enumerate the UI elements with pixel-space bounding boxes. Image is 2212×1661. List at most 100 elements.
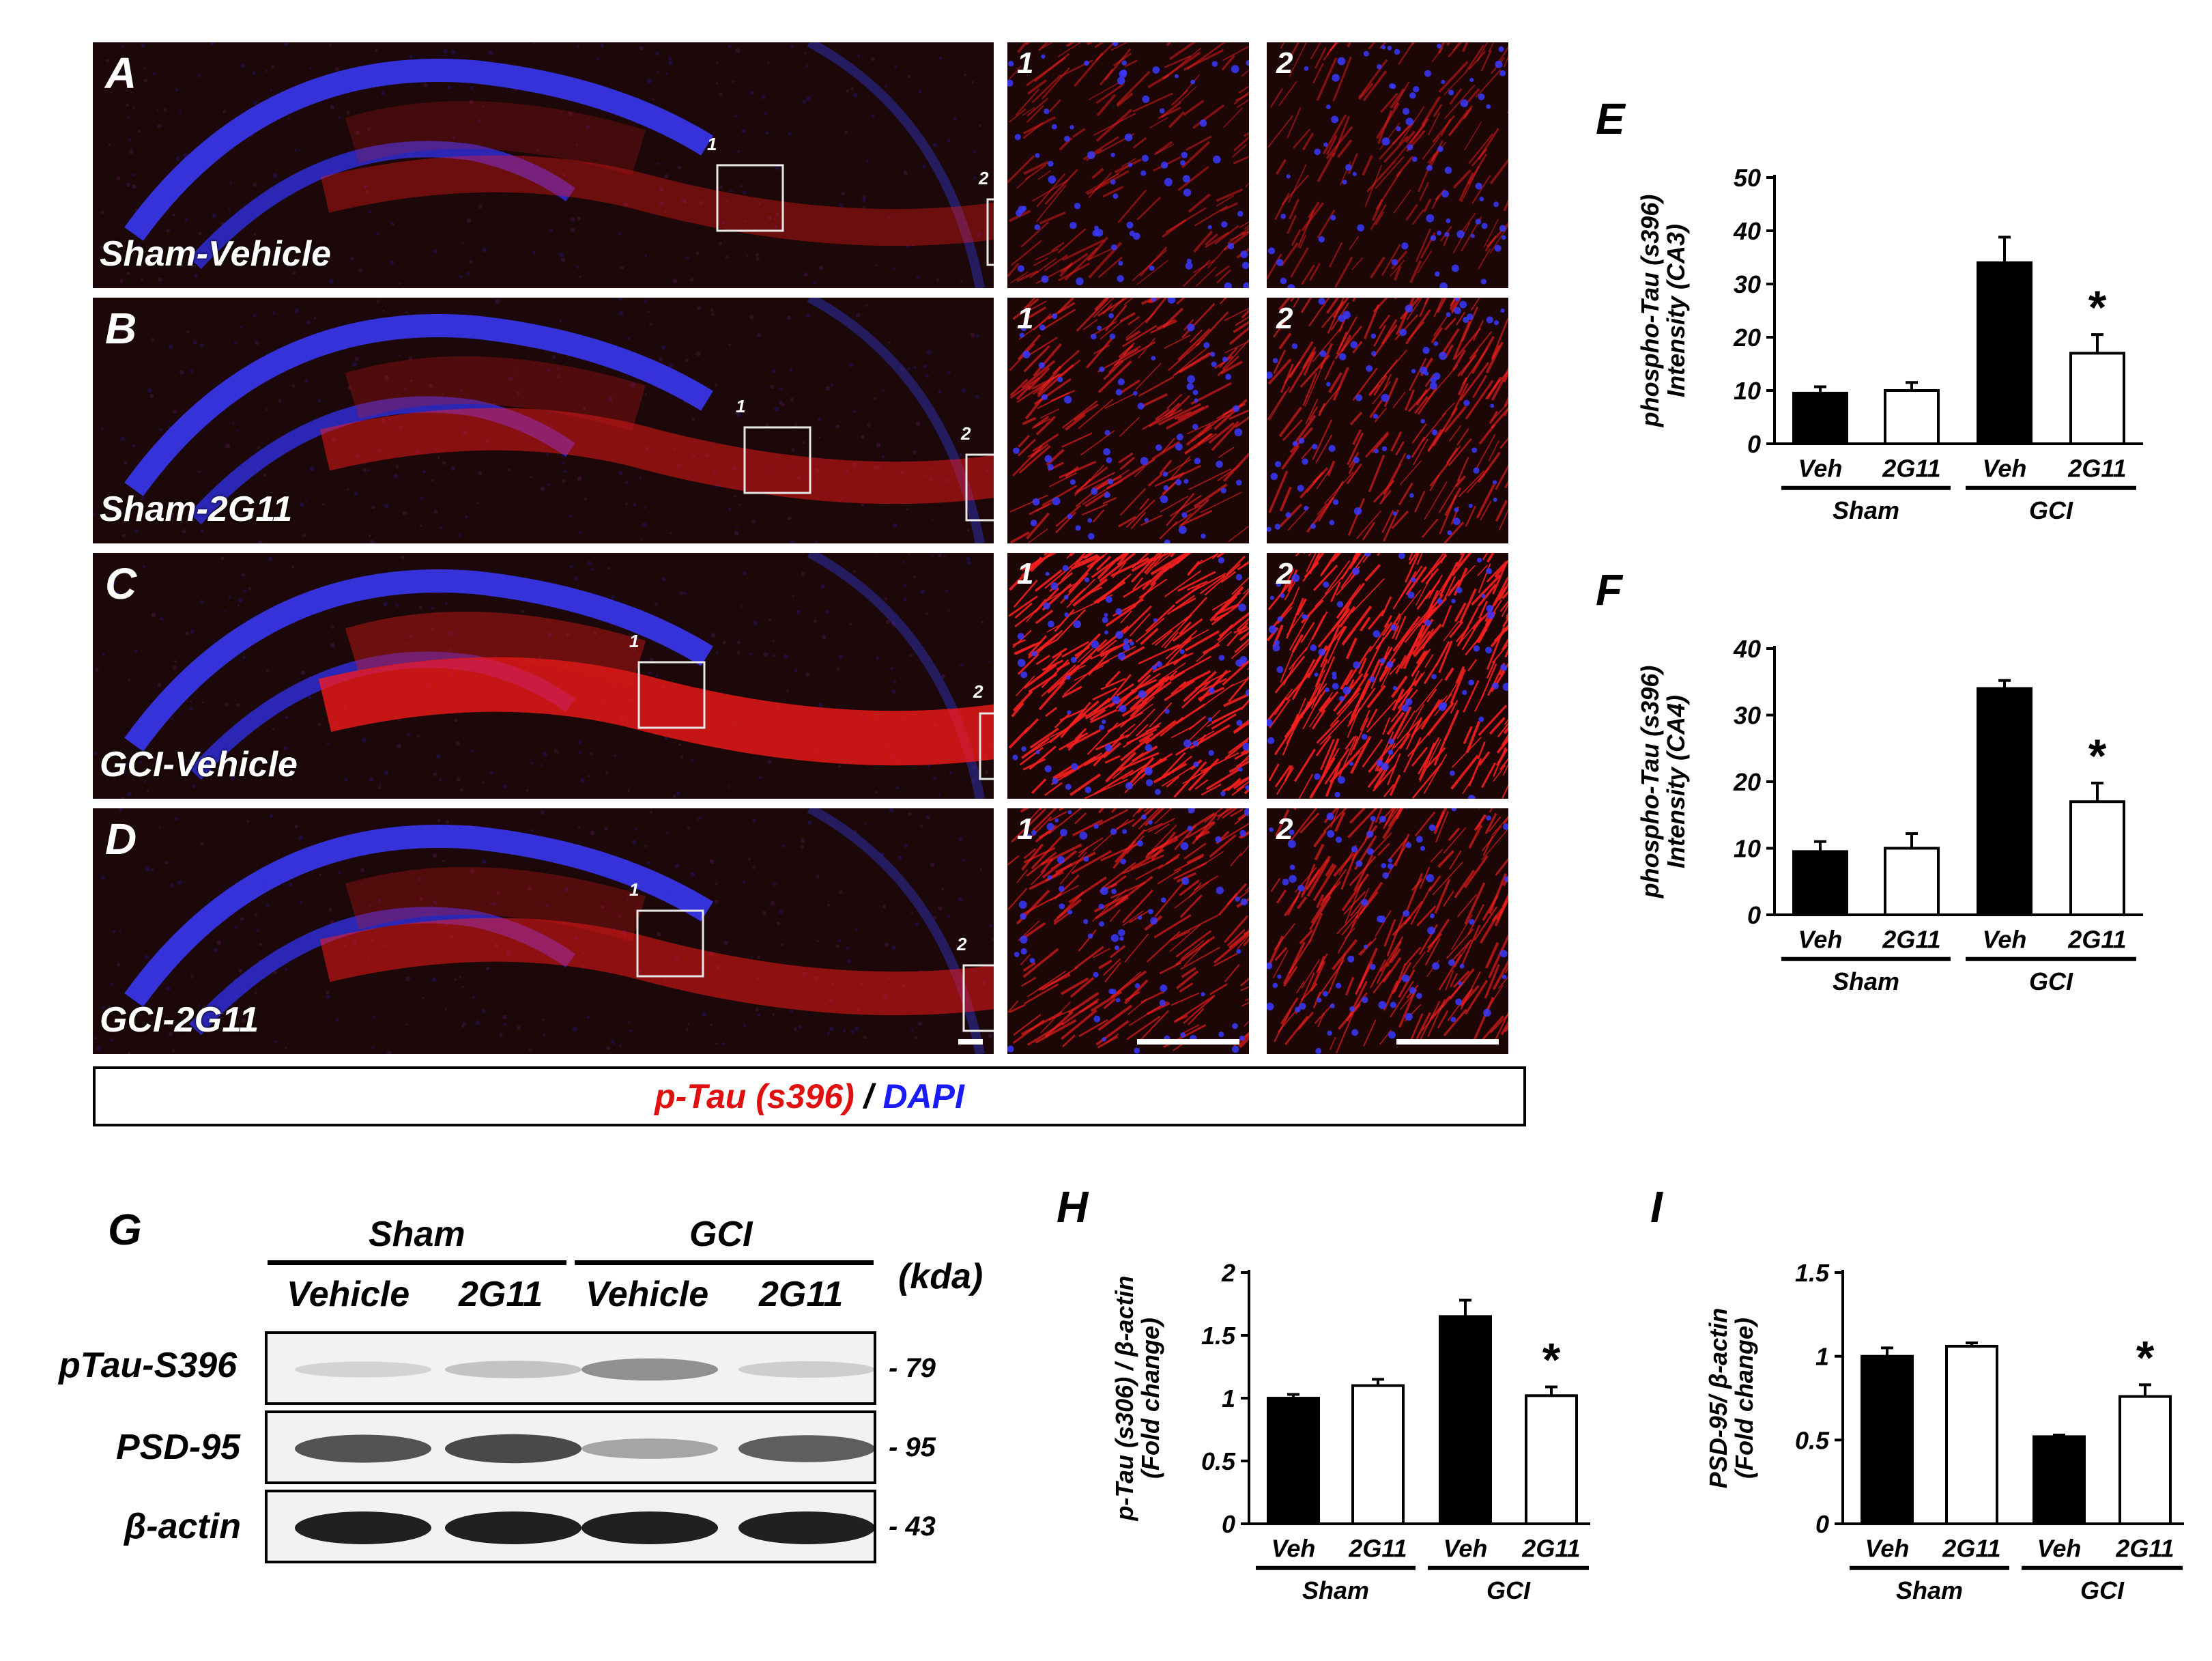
micrograph-inset-d-1: 1: [1007, 808, 1249, 1054]
y-tick-label: 1.5: [1201, 1322, 1236, 1350]
micrograph-inset-a-1: 1: [1007, 42, 1249, 288]
wb-band: [581, 1438, 718, 1459]
chart-panel-h: H 0 0.5 1 1.5 2 p-Tau (s306) / β-actin(Fold ch…: [1057, 1182, 1590, 1604]
x-category-label: Veh: [2037, 1535, 2082, 1563]
roi-box-label-1: 1: [629, 631, 639, 651]
x-category-label: 2G11: [1882, 455, 1940, 483]
panel-letter-i: I: [1650, 1182, 1663, 1232]
x-category-label: 2G11: [1521, 1535, 1580, 1563]
group-label: Sham: [1302, 1576, 1369, 1604]
inset-number: 1: [1017, 812, 1034, 846]
bar-1: [1267, 1397, 1320, 1525]
roi-box-1: [637, 661, 706, 729]
y-tick-label: 40: [1733, 635, 1761, 663]
x-category-label: 2G11: [2115, 1535, 2174, 1563]
wb-lane-1: Vehicle: [287, 1275, 410, 1314]
y-tick-label: 20: [1733, 324, 1761, 352]
wb-group-underline-sham: [268, 1260, 566, 1265]
legend-dapi: DAPI: [882, 1077, 964, 1116]
y-tick-label: 0.5: [1795, 1426, 1830, 1454]
bar-2: [1351, 1384, 1405, 1525]
inset-number: 1: [1017, 557, 1034, 591]
group-label: GCI: [2029, 967, 2073, 995]
x-category-label: Veh: [1983, 926, 2027, 954]
panel-letter-c: C: [105, 559, 137, 608]
y-tick-label: 0: [1222, 1510, 1235, 1538]
significance-star: *: [2136, 1332, 2155, 1384]
bar-4: [1525, 1394, 1578, 1525]
micrograph-main-d: 1 2 D GCI-2G11: [93, 808, 994, 1054]
roi-box-1: [716, 164, 784, 232]
micrograph-main-a: 1 2 A Sham-Vehicle: [93, 42, 994, 288]
group-label: GCI: [1486, 1576, 1531, 1604]
group-label: Sham: [1833, 967, 1899, 995]
scale-bar-main: [958, 1039, 983, 1045]
y-tick-label: 0: [1747, 901, 1761, 929]
y-tick-label: 30: [1734, 270, 1761, 298]
inset-number: 2: [1276, 302, 1293, 335]
y-tick-label: 50: [1734, 164, 1761, 192]
wb-row-label-ptau: pTau-S396: [59, 1346, 238, 1385]
wb-blot-psd95: [265, 1410, 876, 1484]
significance-star: *: [2088, 730, 2107, 782]
wb-band: [445, 1361, 581, 1378]
roi-box-label-2: 2: [960, 423, 971, 444]
legend-separator: /: [854, 1077, 883, 1116]
bar-4: [2069, 800, 2125, 916]
bar-2: [1945, 1344, 1998, 1526]
y-tick-label: 30: [1734, 701, 1761, 729]
inset-number: 2: [1276, 46, 1293, 80]
y-tick-label: 1.5: [1795, 1259, 1830, 1287]
group-label: Sham: [1833, 496, 1899, 524]
roi-box-label-1: 1: [736, 396, 745, 416]
inset-number: 2: [1276, 812, 1293, 846]
micrograph-inset-a-2: 2: [1267, 42, 1508, 288]
wb-band: [738, 1511, 874, 1544]
x-category-label: 2G11: [2067, 455, 2126, 483]
roi-box-2: [979, 712, 994, 780]
y-tick-label: 10: [1734, 377, 1761, 405]
micrograph-main-b: 1 2 B Sham-2G11: [93, 298, 994, 543]
y-tick-label: 1: [1815, 1343, 1829, 1371]
bar-3: [1439, 1315, 1492, 1525]
x-category-label: Veh: [1443, 1535, 1488, 1563]
panel-letter-a: A: [105, 48, 137, 98]
panel-letter-b: B: [105, 304, 137, 353]
roi-box-label-2: 2: [956, 934, 967, 954]
bar-3: [1977, 261, 2033, 446]
y-tick-label: 20: [1733, 768, 1761, 796]
y-tick-label: 0: [1747, 430, 1761, 458]
wb-group-sham: Sham: [369, 1215, 465, 1254]
condition-label: GCI-2G11: [100, 1000, 259, 1040]
roi-box-2: [965, 453, 994, 522]
x-category-label: Veh: [1272, 1535, 1316, 1563]
wb-row-label-actin: β-actin: [124, 1507, 241, 1546]
wb-kda-79: - 79: [889, 1353, 936, 1383]
roi-box-1: [743, 426, 811, 494]
wb-band: [445, 1511, 581, 1544]
bar-1: [1792, 850, 1848, 916]
x-category-label: 2G11: [1348, 1535, 1407, 1563]
roi-box-label-2: 2: [978, 168, 989, 188]
x-category-label: Veh: [1983, 455, 2027, 483]
condition-label: GCI-Vehicle: [100, 745, 298, 784]
roi-box-label-1: 1: [707, 134, 717, 154]
group-label: GCI: [2080, 1576, 2125, 1604]
y-axis-label: phospho-Tau (s396)Intensity (CA3): [1636, 195, 1690, 428]
inset-number: 1: [1017, 46, 1034, 80]
wb-band: [295, 1361, 431, 1378]
micrograph-inset-b-2: 2: [1267, 298, 1508, 543]
inset-number: 1: [1017, 302, 1034, 335]
wb-row-label-psd95: PSD-95: [116, 1428, 241, 1467]
x-category-label: 2G11: [1882, 926, 1940, 954]
stain-legend: p-Tau (s396) / DAPI: [93, 1066, 1526, 1126]
micrograph-main-c: 1 2 C GCI-Vehicle: [93, 553, 994, 799]
y-axis-label: phospho-Tau (s396)Intensity (CA4): [1636, 666, 1690, 899]
bar-2: [1884, 847, 1940, 916]
wb-band: [445, 1434, 581, 1464]
wb-band: [581, 1511, 718, 1544]
condition-label: Sham-2G11: [100, 489, 293, 529]
legend-ptau: p-Tau (s396): [655, 1077, 854, 1116]
x-category-label: 2G11: [1942, 1535, 2000, 1563]
bar-1: [1861, 1354, 1914, 1525]
